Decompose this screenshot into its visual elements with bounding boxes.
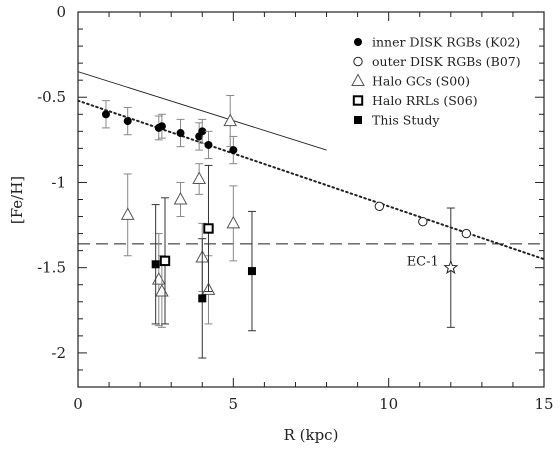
y-tick-label: -1.5	[37, 259, 66, 277]
x-tick-label: 0	[73, 395, 83, 413]
data-point	[443, 259, 459, 275]
x-tick-label: 5	[229, 395, 239, 413]
series-open-square	[159, 164, 214, 325]
series-open-star	[443, 207, 459, 328]
solid-line	[78, 71, 327, 151]
data-point	[176, 129, 185, 138]
data-point	[203, 223, 214, 234]
data-point	[198, 294, 207, 303]
legend-marker	[354, 116, 362, 124]
data-point	[461, 228, 472, 239]
data-point	[204, 140, 213, 149]
data-point	[374, 201, 385, 212]
data-point	[192, 171, 207, 185]
data-point	[155, 284, 169, 297]
data-point	[159, 255, 171, 267]
x-axis-label: R (kpc)	[284, 426, 339, 444]
legend-label: Halo RRLs (S06)	[372, 93, 478, 108]
legend-marker	[354, 38, 362, 46]
y-tick-label: -1	[51, 173, 66, 191]
data-point	[418, 216, 428, 227]
legend-marker	[353, 56, 363, 67]
data-point	[151, 260, 160, 269]
series-open-circle	[374, 201, 472, 239]
axes: 0 5 10 15 0 -0.5 -1 -1.5 -2	[37, 3, 553, 413]
y-tick-label: -0.5	[37, 88, 66, 106]
data-point	[120, 207, 135, 220]
data-marks: EC-1	[101, 95, 472, 359]
data-point	[173, 191, 188, 205]
legend-marker	[351, 73, 365, 86]
y-axis-label: [Fe/H]	[8, 176, 26, 224]
annotation-label: EC-1	[407, 255, 439, 270]
data-point	[151, 272, 166, 285]
y-tick-label: 0	[56, 3, 66, 21]
data-point	[101, 110, 110, 119]
legend-label: This Study	[372, 113, 440, 128]
data-point	[157, 122, 166, 131]
legend-marker	[352, 95, 364, 106]
data-point	[198, 127, 207, 136]
series-filled-square	[151, 204, 256, 359]
x-tick-label: 10	[379, 395, 398, 413]
data-point	[123, 117, 132, 126]
x-tick-label: 15	[534, 395, 553, 413]
series-filled-circle	[101, 100, 238, 165]
data-point	[247, 267, 256, 276]
dotted-line	[78, 99, 544, 261]
data-point	[229, 146, 238, 155]
y-tick-label: -2	[51, 344, 66, 362]
data-point	[226, 215, 241, 229]
data-point	[223, 113, 238, 127]
legend-label: outer DISK RGBs (B07)	[372, 54, 521, 69]
legend: inner DISK RGBs (K02) outer DISK RGBs (B0…	[351, 35, 521, 128]
legend-label: Halo GCs (S00)	[372, 74, 470, 89]
legend-label: inner DISK RGBs (K02)	[372, 35, 520, 50]
